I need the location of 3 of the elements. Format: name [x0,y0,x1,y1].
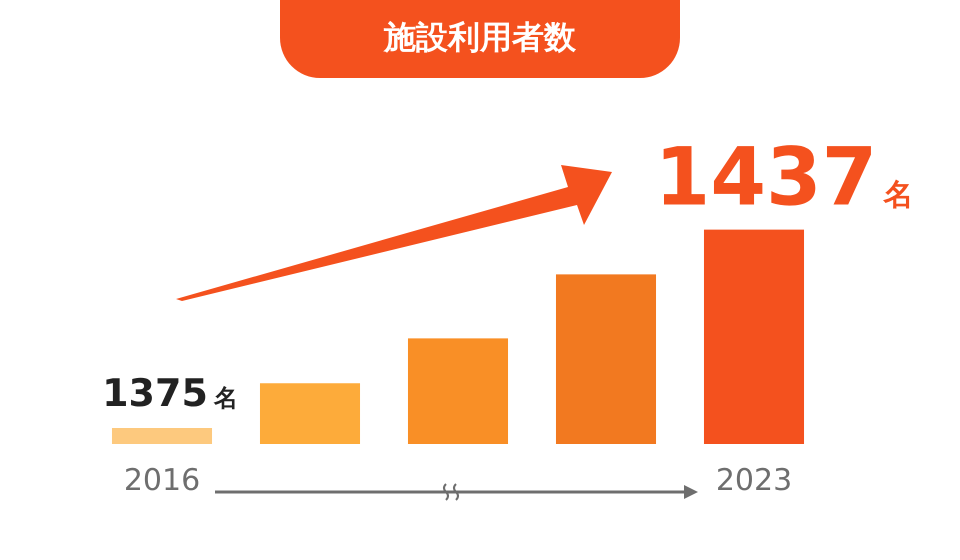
x-tick-label: 2023 [716,462,792,498]
x-tick-label: 2016 [124,462,200,498]
chart-title: 施設利用者数 [280,0,680,78]
